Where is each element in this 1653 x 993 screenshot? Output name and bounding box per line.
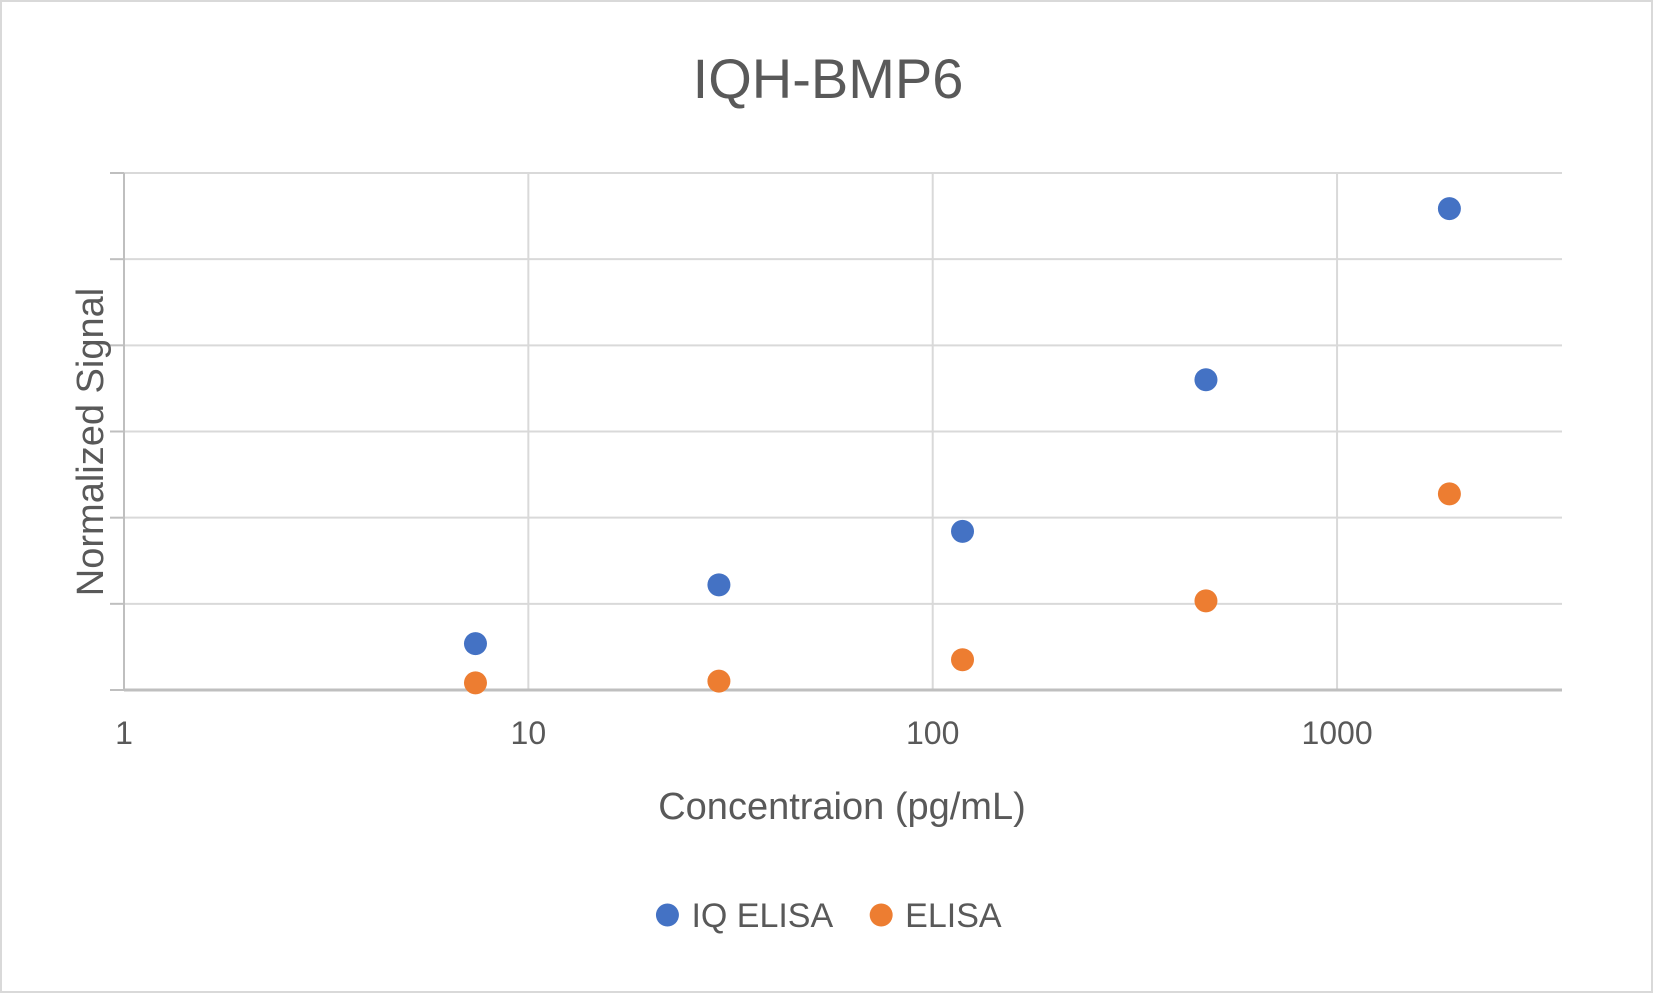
- data-point: [1437, 197, 1461, 221]
- legend-label: ELISA: [905, 897, 1002, 935]
- data-point: [463, 632, 487, 656]
- x-tick-label: 1000: [1301, 715, 1372, 751]
- x-tick-label: 1: [115, 715, 133, 751]
- grid-lines: [124, 172, 1562, 690]
- series-iq-elisa: [463, 197, 1461, 656]
- x-tick-labels: 1 10 100 1000: [115, 715, 1373, 751]
- data-points: [463, 197, 1461, 695]
- data-point: [707, 669, 731, 693]
- chart-title: IQH-BMP6: [693, 47, 964, 110]
- data-point: [1194, 368, 1218, 392]
- legend-item-elisa: ELISA: [869, 897, 1002, 935]
- series-elisa: [463, 482, 1461, 695]
- legend-label: IQ ELISA: [691, 897, 833, 935]
- legend: IQ ELISA ELISA: [655, 897, 1002, 935]
- y-axis-title: Normalized Signal: [70, 288, 112, 596]
- axes: [110, 172, 1562, 692]
- data-point: [1194, 589, 1218, 613]
- x-axis-title: Concentraion (pg/mL): [658, 786, 1026, 828]
- data-point: [951, 519, 975, 543]
- data-point: [463, 671, 487, 695]
- legend-marker: [655, 903, 679, 927]
- x-tick-label: 100: [906, 715, 959, 751]
- legend-marker: [869, 903, 893, 927]
- data-point: [707, 573, 731, 597]
- legend-item-iq-elisa: IQ ELISA: [655, 897, 833, 935]
- data-point: [951, 648, 975, 672]
- x-tick-label: 10: [511, 715, 547, 751]
- data-point: [1437, 482, 1461, 506]
